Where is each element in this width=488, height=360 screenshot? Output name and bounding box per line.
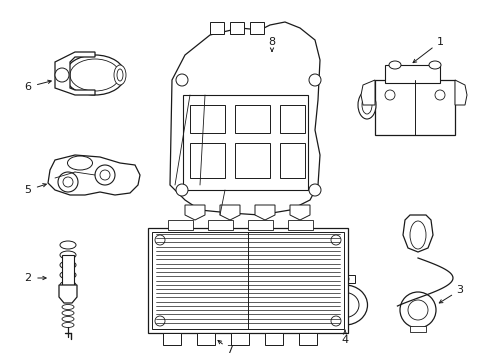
Ellipse shape	[357, 91, 375, 119]
Ellipse shape	[67, 156, 92, 170]
Polygon shape	[254, 205, 274, 220]
Polygon shape	[360, 80, 374, 105]
Ellipse shape	[60, 271, 76, 279]
Circle shape	[95, 165, 115, 185]
Circle shape	[308, 184, 320, 196]
Polygon shape	[220, 205, 240, 220]
Circle shape	[100, 170, 110, 180]
Circle shape	[340, 275, 348, 283]
Polygon shape	[59, 285, 77, 303]
Bar	[183, 95, 307, 190]
Ellipse shape	[60, 241, 76, 249]
Bar	[235, 143, 269, 178]
Bar	[209, 22, 224, 34]
Polygon shape	[402, 215, 432, 252]
Polygon shape	[48, 155, 140, 195]
Circle shape	[330, 316, 340, 326]
Ellipse shape	[388, 61, 400, 69]
Bar	[409, 326, 425, 332]
Bar	[207, 220, 232, 230]
Polygon shape	[298, 333, 316, 345]
Ellipse shape	[330, 292, 358, 318]
Circle shape	[399, 292, 435, 328]
Ellipse shape	[62, 323, 74, 328]
Bar	[235, 105, 269, 133]
Polygon shape	[264, 333, 283, 345]
Text: 5: 5	[24, 185, 31, 195]
Circle shape	[155, 235, 164, 245]
Text: 3: 3	[456, 285, 463, 295]
Text: 1: 1	[436, 37, 443, 47]
Ellipse shape	[62, 310, 74, 315]
Polygon shape	[163, 333, 181, 345]
Bar	[280, 143, 305, 178]
Bar	[148, 228, 347, 333]
Ellipse shape	[60, 261, 76, 269]
Ellipse shape	[62, 305, 74, 310]
Text: 4: 4	[341, 335, 348, 345]
Circle shape	[176, 184, 187, 196]
Polygon shape	[289, 205, 309, 220]
Ellipse shape	[62, 316, 74, 321]
Ellipse shape	[70, 59, 120, 91]
Bar	[384, 65, 439, 83]
Polygon shape	[197, 333, 215, 345]
Bar	[249, 22, 264, 34]
Ellipse shape	[117, 69, 123, 81]
Circle shape	[63, 177, 73, 187]
Circle shape	[384, 90, 394, 100]
Bar	[62, 255, 74, 285]
Text: 2: 2	[24, 273, 32, 283]
Polygon shape	[55, 52, 95, 95]
Polygon shape	[230, 333, 248, 345]
Bar	[374, 80, 454, 135]
Bar	[190, 143, 224, 178]
Bar	[152, 232, 343, 329]
Ellipse shape	[409, 221, 425, 249]
Ellipse shape	[114, 65, 126, 85]
Text: 6: 6	[24, 82, 31, 92]
Circle shape	[434, 90, 444, 100]
Ellipse shape	[428, 61, 440, 69]
Bar	[247, 220, 272, 230]
Ellipse shape	[361, 96, 371, 114]
Polygon shape	[454, 80, 466, 105]
Polygon shape	[184, 205, 204, 220]
Circle shape	[176, 74, 187, 86]
Bar	[229, 22, 244, 34]
Text: 8: 8	[268, 37, 275, 47]
Ellipse shape	[65, 55, 125, 95]
Circle shape	[407, 300, 427, 320]
Ellipse shape	[322, 285, 367, 325]
Polygon shape	[170, 22, 319, 215]
Bar	[287, 220, 312, 230]
Circle shape	[58, 172, 78, 192]
Text: 7: 7	[226, 345, 233, 355]
Ellipse shape	[60, 251, 76, 259]
Circle shape	[55, 68, 69, 82]
Bar	[280, 105, 305, 133]
Bar	[190, 105, 224, 133]
Circle shape	[308, 74, 320, 86]
Circle shape	[155, 316, 164, 326]
Bar	[168, 220, 193, 230]
Polygon shape	[334, 275, 354, 283]
Circle shape	[330, 235, 340, 245]
Ellipse shape	[60, 281, 76, 289]
